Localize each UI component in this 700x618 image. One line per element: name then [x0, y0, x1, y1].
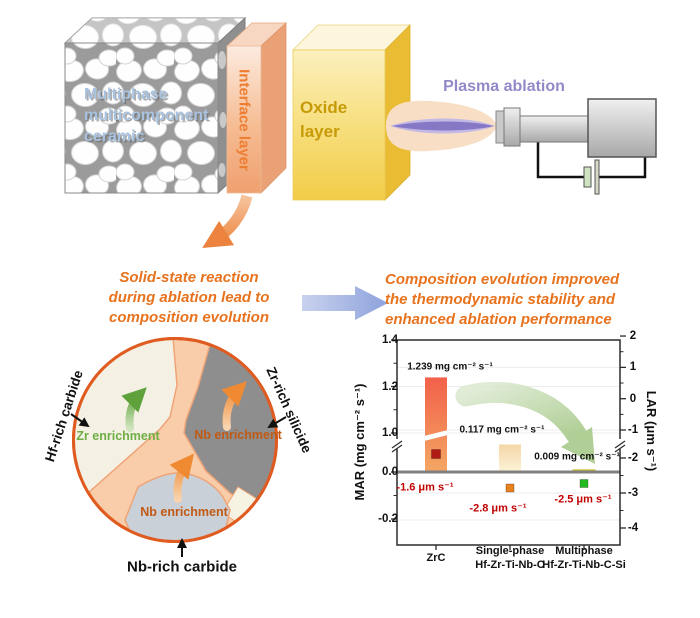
axis-break-mark: [391, 440, 403, 449]
plasma-ablation-label: Plasma ablation: [443, 78, 565, 95]
implies-arrow: [302, 286, 388, 320]
left-tick-label: 0.0: [382, 466, 398, 478]
category-label-0: ZrC: [426, 552, 446, 564]
ceramic-label: Multiphase multicomponent ceramic: [84, 84, 208, 147]
nb-enrichment-arrow-bottom: [169, 453, 194, 503]
statement-left-line: composition evolution: [109, 309, 269, 326]
axis-break-mark: [614, 440, 626, 449]
bar-value-label-0: 1.239 mg cm⁻² s⁻¹: [407, 361, 493, 373]
lar-marker-0: [431, 449, 441, 459]
right-tick-label: 0: [629, 392, 637, 405]
oxide-layer-label: Oxide layer: [300, 96, 347, 144]
lar-value-label-0: -1.6 μm s⁻¹: [396, 481, 454, 494]
interface-layer-slab: [225, 22, 288, 194]
right-tick-label: -1: [627, 424, 639, 437]
axis-break-mark: [391, 444, 403, 453]
bar-break-gap: [424, 430, 448, 441]
category-label-1: Single-phase: [475, 545, 545, 557]
nb-enrichment-label-bottom: Nb enrichment: [140, 505, 228, 519]
battery-long-plate: [594, 159, 600, 195]
left-axis-title: MAR (mg cm⁻² s⁻¹): [352, 383, 367, 501]
oxide-label-line: layer: [300, 122, 340, 141]
battery-short-plate: [583, 166, 592, 188]
lar-value-label-1: -2.8 μm s⁻¹: [469, 502, 527, 515]
left-tick-label: 1.0: [382, 427, 398, 439]
bar-1: [499, 444, 521, 472]
category-label-1: Hf-Zr-Ti-Nb-C: [475, 559, 545, 571]
right-tick-label: 2: [629, 330, 637, 343]
zr-callout-arrow: [267, 416, 287, 429]
right-axis-title: LAR (μm s⁻¹): [644, 390, 659, 472]
statement-left: Solid-state reaction during ablation lea…: [109, 268, 270, 328]
statement-right: Composition evolution improved the therm…: [385, 270, 619, 330]
improvement-arrow: [455, 381, 595, 464]
ceramic-label-line: multicomponent: [84, 107, 209, 124]
axis-break-mark: [614, 444, 626, 453]
right-tick-label: -3: [627, 487, 639, 499]
zr-enrichment-label: Zr enrichment: [76, 429, 160, 443]
lar-marker-1: [505, 483, 515, 493]
left-tick-label: 1.4: [382, 334, 398, 346]
statement-right-line: enhanced ablation performance: [385, 311, 612, 328]
oxide-label-line: Oxide: [300, 98, 348, 117]
right-tick-label: -4: [627, 522, 639, 534]
right-tick-label: 1: [629, 361, 637, 374]
right-tick-label: -2: [627, 452, 639, 464]
reaction-arrow: [202, 194, 253, 248]
statement-right-line: the thermodynamic stability and: [385, 291, 616, 308]
bar-value-label-1: 0.117 mg cm⁻² s⁻¹: [459, 424, 545, 435]
bar-0: [425, 377, 447, 472]
nb-enrichment-label-right: Nb enrichment: [194, 428, 282, 442]
ceramic-label-line: Multiphase: [84, 86, 168, 103]
plasma-gun: [495, 98, 657, 195]
lar-value-label-2: -2.5 μm s⁻¹: [554, 493, 612, 505]
nb-enrichment-arrow-right: [221, 381, 247, 431]
plasma-flame: [386, 100, 497, 152]
nb-rich-carbide-label: Nb-rich carbide: [126, 558, 238, 576]
category-label-2: Multiphase: [555, 545, 613, 557]
statement-right-line: Composition evolution improved: [385, 271, 620, 288]
left-tick-label: -0.2: [378, 513, 398, 525]
statement-left-line: Solid-state reaction: [119, 269, 259, 286]
left-tick-label: 1.2: [382, 380, 398, 393]
oxide-layer-slab: [292, 24, 411, 201]
zr-enrichment-arrow: [121, 387, 147, 432]
interface-layer-label: Interface layer: [235, 69, 253, 171]
bar-value-label-2: 0.009 mg cm⁻² s⁻¹: [534, 451, 620, 463]
category-label-2: Hf-Zr-Ti-Nb-C-Si: [542, 559, 626, 571]
ceramic-label-line: ceramic: [84, 128, 145, 145]
hf-callout-arrow: [70, 413, 90, 428]
statement-left-line: during ablation lead to: [108, 289, 270, 306]
lar-marker-2: [579, 479, 589, 488]
